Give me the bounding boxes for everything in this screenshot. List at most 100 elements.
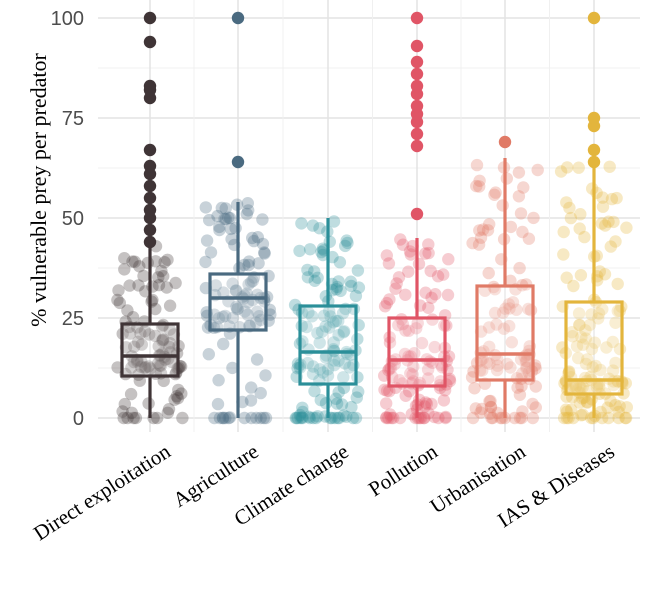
box-agriculture bbox=[208, 202, 268, 418]
jitter-point bbox=[117, 411, 130, 425]
iqr-box bbox=[120, 322, 180, 378]
jitter-point bbox=[573, 396, 586, 409]
jitter-point bbox=[305, 310, 319, 323]
jitter-point bbox=[219, 309, 232, 323]
jitter-point bbox=[316, 366, 330, 379]
jitter-point bbox=[329, 314, 343, 328]
jitter-point bbox=[385, 411, 398, 425]
outlier-point bbox=[410, 207, 424, 221]
jitter-point bbox=[443, 374, 457, 388]
jitter-point bbox=[152, 340, 165, 353]
jitter-point bbox=[513, 388, 527, 401]
outlier-point bbox=[410, 67, 424, 81]
outlier-point bbox=[587, 111, 601, 125]
jitter-point bbox=[527, 211, 540, 225]
jitter-point bbox=[121, 304, 134, 317]
jitter-point bbox=[387, 411, 400, 425]
jitter-point bbox=[215, 201, 228, 215]
jitter-point bbox=[576, 380, 589, 394]
jitter-point bbox=[581, 353, 594, 366]
jitter-point bbox=[573, 380, 586, 393]
jitter-point bbox=[349, 289, 363, 303]
jitter-point bbox=[149, 255, 162, 268]
jitter-point bbox=[418, 400, 431, 413]
jitter-point bbox=[596, 191, 609, 204]
jitter-point bbox=[522, 232, 536, 245]
outlier-point bbox=[587, 155, 601, 169]
jitter-point bbox=[424, 264, 437, 278]
jitter-point bbox=[491, 406, 504, 420]
jitter-point bbox=[345, 279, 358, 293]
jitter-point bbox=[465, 371, 479, 384]
outlier-point bbox=[410, 11, 424, 25]
jitter-point bbox=[242, 278, 255, 291]
jitter-point bbox=[254, 386, 267, 400]
jitter-point bbox=[382, 411, 395, 425]
jitter-point bbox=[138, 361, 151, 375]
jitter-point bbox=[399, 324, 412, 337]
jitter-point bbox=[576, 408, 589, 421]
jitter-point bbox=[330, 397, 344, 410]
jitter-point bbox=[112, 284, 125, 297]
jitter-point bbox=[399, 389, 412, 402]
jitter-point bbox=[129, 411, 143, 425]
jitter-point bbox=[346, 411, 360, 425]
jitter-point bbox=[403, 385, 416, 398]
jitter-point bbox=[402, 265, 415, 278]
jitter-point bbox=[428, 340, 441, 354]
jitter-point bbox=[339, 239, 352, 253]
y-axis-ticks: 0 25 50 75 100 bbox=[51, 8, 84, 430]
jitter-point bbox=[620, 221, 633, 234]
jitter-point bbox=[602, 215, 615, 228]
jitter-point bbox=[484, 400, 498, 414]
jitter-point bbox=[132, 335, 145, 348]
jitter-point bbox=[156, 333, 170, 346]
jitter-point bbox=[213, 223, 226, 237]
jitter-point bbox=[405, 407, 418, 421]
jitter-point bbox=[128, 340, 141, 353]
jitter-point bbox=[225, 232, 238, 246]
jitter-point bbox=[488, 188, 501, 201]
x-tick-label: Direct exploitation bbox=[29, 439, 175, 545]
y-tick-label: 25 bbox=[62, 308, 84, 330]
jitter-point bbox=[422, 246, 435, 260]
jitter-point bbox=[468, 382, 481, 395]
jitter-point bbox=[125, 406, 138, 419]
jitter-point bbox=[337, 409, 350, 422]
jitter-point bbox=[437, 268, 450, 281]
jitter-point bbox=[253, 310, 266, 323]
jitter-point bbox=[619, 411, 633, 425]
jitter-point bbox=[419, 396, 432, 409]
jitter-point bbox=[516, 405, 529, 418]
jitter-point bbox=[399, 288, 412, 301]
jitter-point bbox=[473, 224, 486, 237]
jitter-point bbox=[590, 381, 604, 394]
y-tick-label: 100 bbox=[51, 8, 84, 30]
jitter-point bbox=[554, 165, 568, 178]
jitter-point bbox=[497, 322, 511, 335]
jitter-point bbox=[332, 275, 345, 288]
jitter-point bbox=[337, 371, 350, 384]
jitter-point bbox=[483, 395, 496, 408]
jitter-point bbox=[199, 255, 212, 269]
jitter-point bbox=[316, 248, 330, 262]
jitter-point bbox=[407, 360, 420, 373]
jitter-point bbox=[259, 369, 272, 382]
jitter-point bbox=[575, 330, 588, 344]
jitter-point bbox=[145, 295, 158, 308]
jitter-point bbox=[483, 407, 497, 420]
jitter-point bbox=[151, 411, 164, 425]
x-tick-label: Pollution bbox=[364, 439, 442, 501]
jitter-point bbox=[315, 245, 328, 259]
jitter-point bbox=[504, 361, 517, 374]
jitter-point bbox=[443, 372, 456, 386]
jitter-point bbox=[126, 255, 139, 268]
outlier-point bbox=[143, 191, 157, 205]
jitter-point bbox=[470, 179, 483, 193]
jitter-point bbox=[466, 236, 479, 250]
jitter-point bbox=[327, 336, 340, 349]
jitter-point bbox=[124, 387, 138, 401]
jitter-point bbox=[566, 330, 579, 343]
jitter-point bbox=[249, 316, 263, 329]
